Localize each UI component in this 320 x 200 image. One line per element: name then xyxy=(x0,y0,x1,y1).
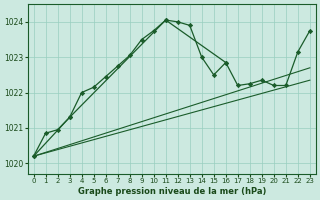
X-axis label: Graphe pression niveau de la mer (hPa): Graphe pression niveau de la mer (hPa) xyxy=(77,187,266,196)
